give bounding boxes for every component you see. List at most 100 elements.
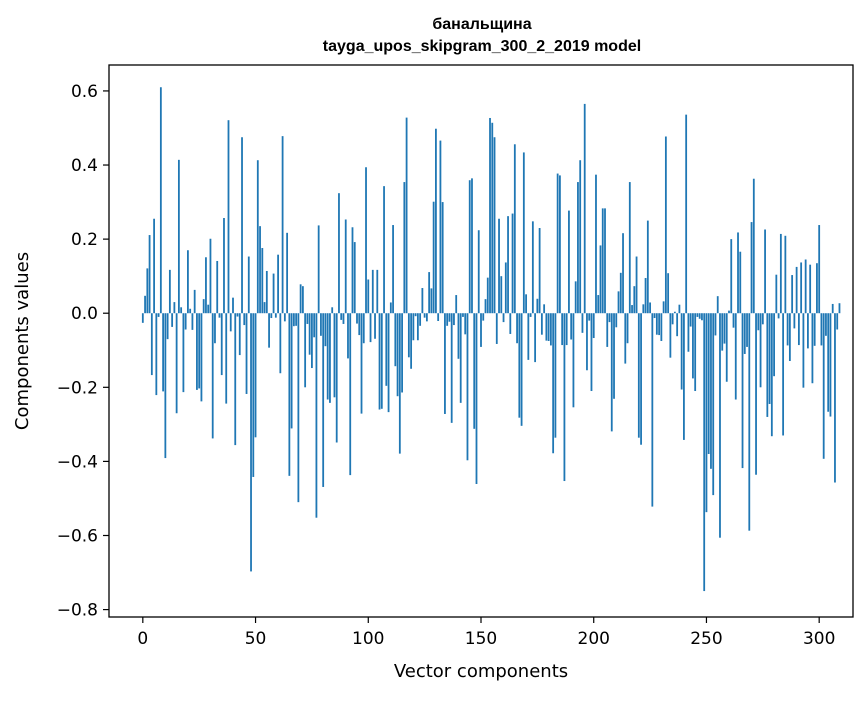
bar xyxy=(489,117,491,314)
x-tick-label: 0 xyxy=(137,629,148,649)
bar xyxy=(272,273,275,314)
bar xyxy=(198,313,201,389)
bar xyxy=(383,186,385,314)
bar xyxy=(425,313,428,322)
bar xyxy=(766,313,769,417)
bar xyxy=(155,313,158,396)
bar xyxy=(658,313,661,336)
bar xyxy=(784,235,787,314)
bar xyxy=(579,160,582,314)
y-tick-label: 0.4 xyxy=(71,156,98,176)
bar xyxy=(723,313,726,344)
bar xyxy=(750,222,753,314)
bar xyxy=(545,313,548,341)
bar xyxy=(536,298,539,314)
bar xyxy=(809,264,812,314)
bar xyxy=(308,313,311,355)
y-tick-label: 0.6 xyxy=(71,82,98,102)
bar xyxy=(407,313,410,358)
bar xyxy=(572,313,575,408)
bar xyxy=(369,313,372,343)
bar xyxy=(759,313,762,388)
bar xyxy=(655,313,658,335)
bar xyxy=(617,291,620,314)
bar xyxy=(214,313,216,344)
bar xyxy=(662,301,665,314)
bar xyxy=(770,313,773,437)
bar xyxy=(207,304,210,314)
bar xyxy=(637,313,640,438)
bar xyxy=(360,313,363,414)
bar xyxy=(455,295,458,314)
bar xyxy=(225,313,228,404)
bar xyxy=(227,120,230,314)
bar xyxy=(311,313,313,369)
bar xyxy=(157,313,160,317)
bar xyxy=(187,250,189,314)
bar xyxy=(793,313,796,329)
bar xyxy=(725,313,728,382)
bar xyxy=(554,313,557,438)
bar xyxy=(398,313,401,454)
bar xyxy=(680,313,683,390)
bar xyxy=(586,313,588,371)
bar xyxy=(320,313,322,336)
x-tick-label: 300 xyxy=(803,629,835,649)
bar xyxy=(613,313,615,399)
bar xyxy=(159,87,162,314)
bar xyxy=(444,313,446,414)
x-axis-label: Vector components xyxy=(394,661,568,682)
bar xyxy=(468,180,471,314)
bar xyxy=(696,313,699,317)
bar xyxy=(324,313,327,347)
bar xyxy=(694,313,697,392)
bar xyxy=(588,313,591,321)
bar xyxy=(568,210,570,314)
bar xyxy=(477,230,480,314)
bar xyxy=(516,313,518,344)
x-tick-label: 200 xyxy=(578,629,610,649)
bar xyxy=(223,218,225,314)
bar xyxy=(764,229,766,314)
bar xyxy=(525,294,527,314)
bar xyxy=(836,313,839,330)
bar xyxy=(153,218,155,314)
bar xyxy=(782,313,785,436)
bar xyxy=(439,140,442,314)
bar xyxy=(804,259,807,314)
plot-frame xyxy=(108,64,854,618)
y-tick-label: −0.6 xyxy=(57,526,98,546)
bar xyxy=(698,313,701,319)
chart-subtitle: tayga_upos_skipgram_300_2_2019 model xyxy=(323,38,641,55)
bar xyxy=(540,313,543,335)
bar xyxy=(592,313,595,339)
bar xyxy=(604,208,606,314)
bar xyxy=(189,308,192,314)
bar xyxy=(265,270,268,314)
bar xyxy=(559,175,561,314)
bar xyxy=(259,226,261,314)
bar xyxy=(200,313,203,402)
bar xyxy=(322,313,325,487)
bar xyxy=(827,313,830,412)
bar xyxy=(795,266,798,314)
bar xyxy=(507,216,509,314)
bar xyxy=(234,313,237,446)
bar xyxy=(252,313,255,477)
bar xyxy=(396,313,399,397)
bar xyxy=(403,182,406,314)
bar xyxy=(779,233,782,314)
bar xyxy=(347,313,349,359)
bar xyxy=(290,313,293,429)
bar xyxy=(838,303,841,314)
bar xyxy=(277,254,279,314)
bar xyxy=(531,221,534,314)
bar xyxy=(450,313,453,423)
bar xyxy=(365,167,367,314)
bar xyxy=(520,313,523,426)
bar xyxy=(601,208,604,314)
bar xyxy=(504,262,507,314)
bar xyxy=(313,313,316,338)
bar xyxy=(552,313,555,454)
bar xyxy=(716,296,719,314)
